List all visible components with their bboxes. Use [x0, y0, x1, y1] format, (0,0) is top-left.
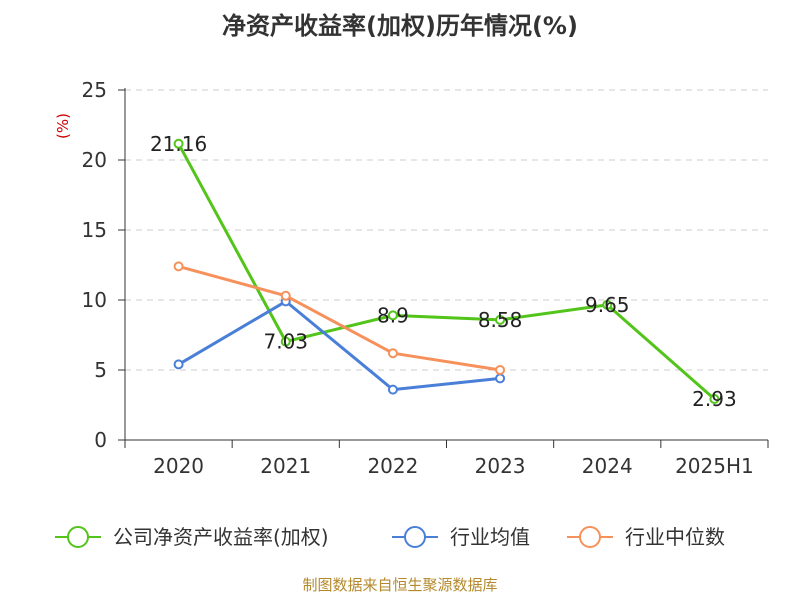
legend: 公司净资产收益率(加权) 行业均值 行业中位数 [55, 525, 725, 549]
gridlines [125, 89, 768, 371]
data-label: 2.93 [692, 387, 737, 411]
series-line-1 [177, 299, 501, 392]
legend-label-2: 行业中位数 [625, 525, 725, 549]
x-tick-label: 2023 [475, 454, 526, 478]
series-point-0 [387, 310, 398, 321]
legend-label-1: 行业均值 [450, 525, 530, 549]
data-labels: 21.16 7.03 8.9 8.58 9.65 2.93 [150, 132, 737, 411]
series-line-0 [177, 143, 716, 401]
y-tick-label: 0 [94, 428, 107, 452]
data-label: 7.03 [263, 330, 308, 354]
y-tick-label: 20 [82, 148, 107, 172]
x-tick-label: 2024 [582, 454, 633, 478]
y-tick-label: 5 [94, 358, 107, 382]
series-point-2 [280, 290, 291, 301]
series-point-1 [173, 359, 184, 370]
series-layer [173, 138, 720, 404]
series-point-1 [387, 384, 398, 395]
y-tick-label: 10 [82, 288, 107, 312]
y-tick-label: 25 [82, 78, 107, 102]
chart-title: 净资产收益率(加权)历年情况(%) [222, 12, 578, 40]
legend-marker-0 [67, 526, 89, 548]
legend-marker-2 [579, 526, 601, 548]
y-axis-unit-label: (%) [54, 113, 72, 139]
x-tick-label: 2025H1 [675, 454, 754, 478]
x-tick-label: 2021 [260, 454, 311, 478]
data-label: 8.58 [478, 308, 523, 332]
series-point-0 [280, 336, 291, 347]
series-point-2 [173, 261, 184, 272]
series-point-1 [495, 373, 506, 384]
legend-marker-1 [404, 526, 426, 548]
legend-label-0: 公司净资产收益率(加权) [113, 525, 329, 549]
series-point-0 [602, 299, 613, 310]
data-label: 8.9 [377, 303, 409, 327]
x-tick-label: 2022 [367, 454, 418, 478]
series-point-0 [173, 138, 184, 149]
source-note: 制图数据来自恒生聚源数据库 [302, 576, 497, 594]
axes: 0 5 10 15 20 25 2020 2021 2022 2023 2024 2025H1 [82, 78, 769, 478]
series-point-2 [387, 348, 398, 359]
series-point-2 [495, 365, 506, 375]
series-point-0 [495, 314, 506, 325]
series-point-0 [709, 393, 720, 404]
series-line-2 [178, 264, 501, 372]
y-tick-label: 15 [82, 218, 107, 242]
data-label: 9.65 [585, 293, 630, 317]
data-label: 21.16 [150, 132, 207, 156]
x-tick-label: 2020 [153, 454, 204, 478]
